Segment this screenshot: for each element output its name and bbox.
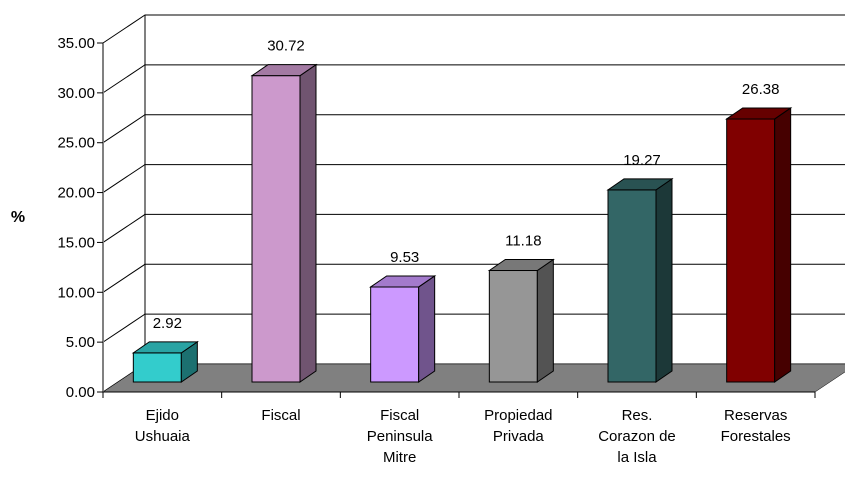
data-label: 30.72 — [267, 38, 305, 55]
bar-front — [607, 189, 657, 383]
bar-front — [132, 352, 182, 383]
bars — [131, 63, 793, 383]
bar-top — [606, 178, 674, 191]
bar — [725, 107, 793, 383]
axes — [102, 43, 816, 398]
bar-side — [536, 258, 554, 383]
bar-top — [369, 275, 437, 288]
x-category-label: Mitre — [383, 449, 416, 466]
data-labels: 2.92 30.72 9.53 11.18 19.27 26.38 — [153, 38, 780, 332]
x-category-label: Corazon de — [598, 428, 676, 445]
bar-front — [726, 118, 776, 383]
gridline — [102, 14, 845, 44]
bar — [369, 275, 437, 383]
y-tick-label: 20.00 — [57, 185, 95, 202]
bar-side — [655, 177, 673, 383]
bar-front — [251, 75, 301, 383]
y-tick-label: 30.00 — [57, 85, 95, 102]
data-label: 19.27 — [623, 152, 661, 169]
bar-top — [487, 259, 555, 272]
bar-front — [488, 270, 538, 383]
y-axis-label: % — [11, 209, 25, 226]
data-label: 26.38 — [742, 81, 780, 98]
x-category-label: Ushuaia — [135, 428, 191, 445]
y-tick-label: 0.00 — [66, 384, 95, 401]
x-category-label: Privada — [493, 428, 545, 445]
gridline — [102, 64, 845, 94]
y-tick-labels: 0.00 5.00 10.00 15.00 20.00 25.00 30.00 35.00 — [57, 35, 103, 401]
bar — [131, 340, 199, 383]
x-tick-labels: Ejido Ushuaia Fiscal Fiscal Peninsula Mitre Pr… — [135, 407, 791, 466]
y-tick-label: 35.00 — [57, 35, 95, 52]
bar-side — [299, 63, 317, 383]
x-category-label: Fiscal — [261, 407, 300, 424]
bar-top — [131, 341, 199, 354]
x-category-label: Ejido — [146, 407, 179, 424]
y-tick-label: 25.00 — [57, 135, 95, 152]
y-tick-label: 10.00 — [57, 284, 95, 301]
bar-front — [370, 286, 420, 383]
bar — [250, 63, 318, 383]
bar-top — [725, 107, 793, 120]
y-tick-label: 15.00 — [57, 234, 95, 251]
data-label: 2.92 — [153, 315, 182, 332]
y-tick-label: 5.00 — [66, 334, 95, 351]
gridline — [102, 114, 845, 144]
gridline — [102, 164, 845, 193]
data-label: 9.53 — [390, 249, 419, 266]
x-category-label: Fiscal — [380, 407, 419, 424]
x-category-label: Res. — [622, 407, 653, 424]
bar — [487, 258, 555, 383]
bar — [606, 177, 674, 383]
x-category-label: la Isla — [617, 449, 657, 466]
x-category-label: Propiedad — [484, 407, 552, 424]
bar-top — [250, 64, 318, 77]
x-category-label: Forestales — [721, 428, 791, 445]
x-category-label: Peninsula — [367, 428, 434, 445]
bar-side — [774, 107, 792, 383]
bar-side — [418, 275, 436, 383]
x-category-label: Reservas — [724, 407, 787, 424]
data-label: 11.18 — [505, 233, 541, 250]
